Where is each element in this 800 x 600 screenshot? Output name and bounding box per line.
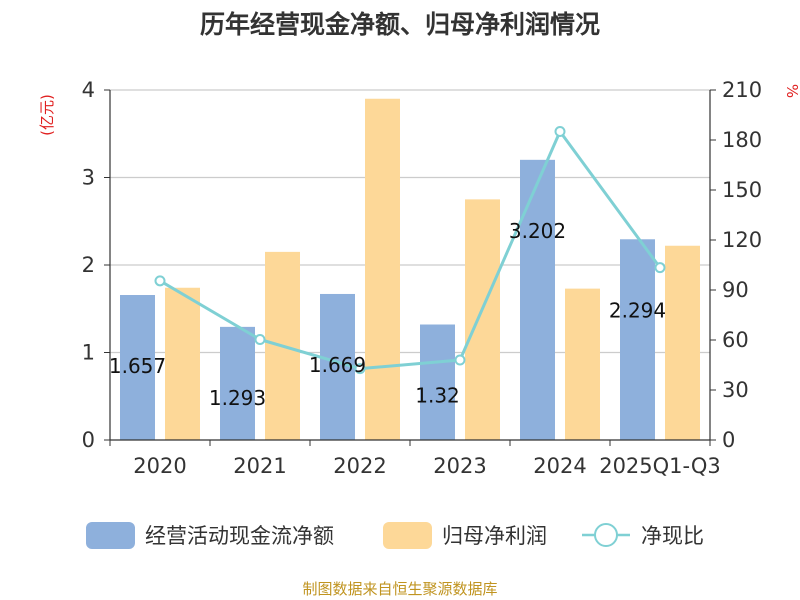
legend-swatch-operating-cash — [86, 522, 135, 549]
legend-item-net-profit[interactable]: 归母净利润 — [383, 522, 547, 549]
ratio-point[interactable] — [254, 334, 266, 345]
left-tick-label: 4 — [82, 78, 95, 102]
bar-value-label: 1.657 — [109, 354, 166, 378]
right-tick-label: 210 — [722, 78, 762, 102]
bar-operating-cash[interactable] — [620, 239, 655, 440]
left-tick-label: 3 — [82, 166, 95, 190]
gridlines — [110, 89, 710, 354]
right-tick-label: 150 — [722, 178, 762, 202]
legend-item-ratio[interactable]: 净现比 — [582, 523, 704, 548]
right-tick-label: 180 — [722, 128, 762, 152]
right-axis-unit: % — [783, 84, 800, 98]
bars — [120, 98, 700, 441]
data-labels: 1.657 1.293 1.669 1.32 3.202 2.294 — [109, 219, 666, 410]
legend-item-operating-cash[interactable]: 经营活动现金流净额 — [86, 522, 334, 549]
bar-value-label: 3.202 — [509, 219, 566, 243]
ratio-point[interactable] — [354, 363, 366, 375]
ratio-point[interactable] — [154, 275, 166, 287]
bar-net-profit[interactable] — [565, 288, 600, 440]
x-tick-label: 2022 — [333, 454, 386, 478]
legend-label-ratio: 净现比 — [641, 524, 704, 548]
bar-operating-cash[interactable] — [120, 295, 155, 440]
bar-net-profit[interactable] — [165, 287, 200, 440]
left-tick-label: 1 — [82, 341, 95, 365]
bar-value-label: 1.669 — [309, 353, 366, 377]
right-tick-label: 60 — [722, 328, 749, 352]
ratio-point[interactable] — [454, 354, 466, 366]
left-tick-label: 2 — [82, 253, 95, 277]
x-tick-label: 2024 — [533, 454, 586, 478]
bar-value-label: 2.294 — [609, 298, 666, 322]
ratio-point[interactable] — [554, 126, 566, 137]
legend-swatch-net-profit — [383, 522, 432, 549]
bar-net-profit[interactable] — [365, 98, 400, 440]
legend: 经营活动现金流净额 归母净利润 净现比 — [86, 522, 704, 549]
ratio-point[interactable] — [654, 262, 666, 274]
bar-value-label: 1.293 — [209, 386, 266, 410]
x-tick-label: 2021 — [233, 454, 286, 478]
bar-net-profit[interactable] — [665, 245, 700, 440]
bar-operating-cash[interactable] — [420, 324, 455, 441]
right-tick-label: 90 — [722, 278, 749, 302]
legend-label-net-profit: 归母净利润 — [442, 524, 547, 548]
chart-title: 历年经营现金净额、归母净利润情况 — [200, 10, 600, 39]
x-tick-label: 2023 — [433, 454, 486, 478]
right-tick-label: 120 — [722, 228, 762, 252]
right-tick-label: 30 — [722, 378, 749, 402]
source-note: 制图数据来自恒生聚源数据库 — [302, 580, 497, 598]
left-tick-label: 0 — [82, 428, 95, 452]
left-axis-unit: (亿元) — [38, 94, 56, 136]
legend-label-operating-cash: 经营活动现金流净额 — [145, 524, 334, 548]
right-tick-label: 0 — [722, 428, 735, 452]
x-tick-label: 2020 — [133, 454, 186, 478]
ratio-series-line — [159, 130, 662, 371]
legend-marker-ratio-icon — [594, 523, 618, 547]
bar-net-profit[interactable] — [465, 199, 500, 440]
ratio-line — [154, 126, 666, 375]
bar-operating-cash[interactable] — [520, 159, 555, 440]
bar-operating-cash[interactable] — [220, 326, 255, 440]
axes: 0 1 2 3 4 0 30 60 90 120 150 180 210 2020 2021 2022 2023… — [82, 78, 762, 478]
x-tick-label: 2025Q1-Q3 — [599, 454, 721, 478]
bar-value-label: 1.32 — [415, 384, 460, 408]
